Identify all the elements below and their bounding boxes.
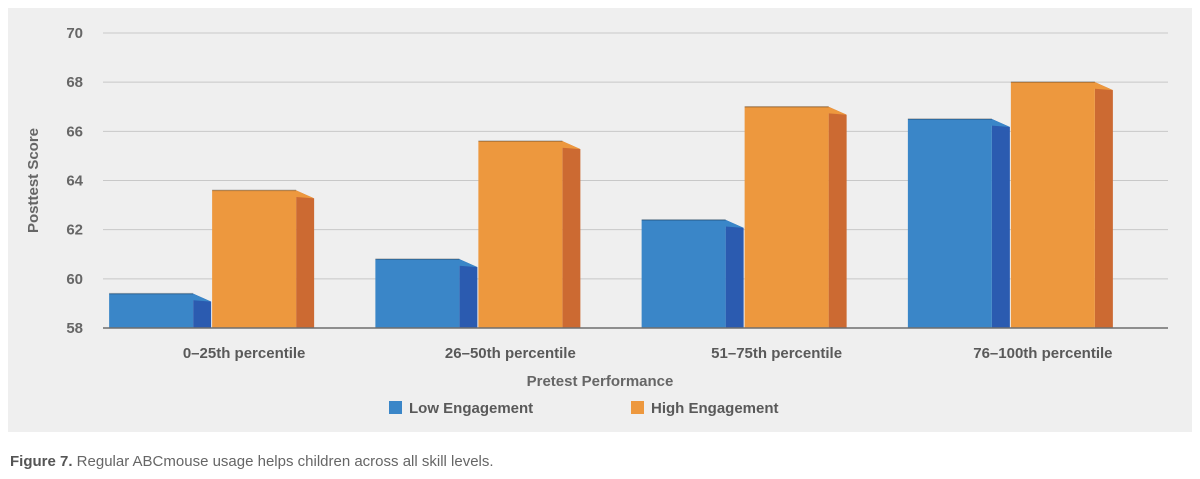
bar-low-engagement-3	[641, 219, 744, 328]
x-axis-title: Pretest Performance	[527, 373, 674, 390]
x-category-label: 26–50th percentile	[445, 345, 576, 362]
x-category-label: 0–25th percentile	[183, 345, 306, 362]
bar-front	[212, 190, 297, 328]
y-tick-label: 64	[66, 173, 83, 190]
legend-swatch	[631, 401, 644, 414]
bar-front	[907, 119, 992, 329]
legend-label: Low Engagement	[409, 400, 533, 417]
legend-label: High Engagement	[651, 400, 779, 417]
bar-side	[1094, 82, 1113, 329]
caption-label: Figure 7.	[10, 453, 73, 470]
bar-front	[641, 219, 726, 328]
x-category-label: 51–75th percentile	[711, 345, 842, 362]
bar-side	[828, 106, 847, 328]
x-axis-categories: 0–25th percentile 26–50th percentile 51–75…	[183, 345, 1113, 362]
bar-front	[109, 293, 194, 328]
figure-caption: Figure 7. Regular ABCmouse usage helps c…	[10, 453, 494, 470]
bar-high-engagement-4	[1010, 81, 1113, 329]
x-category-label: 76–100th percentile	[973, 345, 1112, 362]
bar-front	[744, 106, 829, 328]
y-tick-label: 68	[66, 74, 83, 91]
bar-low-engagement-2	[375, 258, 478, 328]
bar-side	[193, 293, 212, 328]
bar-high-engagement-1	[212, 189, 315, 328]
legend-item-low-engagement: Low Engagement	[389, 400, 533, 417]
bar-front	[1010, 82, 1095, 329]
bar-side	[296, 190, 315, 328]
bar-chart: 58 60 62 64 66 68 70 0–25th percentile 26–50th …	[25, 25, 1168, 417]
legend-item-high-engagement: High Engagement	[631, 400, 779, 417]
bar-high-engagement-2	[478, 140, 581, 328]
bar-front	[478, 141, 563, 328]
bar-side	[562, 141, 581, 328]
legend: Low Engagement High Engagement	[389, 400, 779, 417]
bar-low-engagement-1	[109, 292, 212, 328]
caption-text: Regular ABCmouse usage helps children ac…	[72, 453, 494, 470]
y-tick-label: 58	[66, 320, 83, 337]
bar-front	[375, 259, 460, 328]
y-axis-ticks: 58 60 62 64 66 68 70	[66, 25, 83, 337]
chart-panel: 58 60 62 64 66 68 70 0–25th percentile 26–50th …	[8, 8, 1192, 432]
bars	[109, 81, 1113, 329]
y-tick-label: 62	[66, 222, 83, 239]
y-tick-label: 60	[66, 271, 83, 288]
y-tick-label: 70	[66, 25, 83, 42]
bar-low-engagement-4	[907, 118, 1010, 329]
legend-swatch	[389, 401, 402, 414]
bar-high-engagement-3	[744, 106, 847, 328]
bar-side	[459, 259, 478, 328]
y-axis-title: Posttest Score	[25, 128, 42, 233]
bar-side	[725, 219, 744, 328]
bar-side	[991, 119, 1010, 329]
y-tick-label: 66	[66, 123, 83, 140]
